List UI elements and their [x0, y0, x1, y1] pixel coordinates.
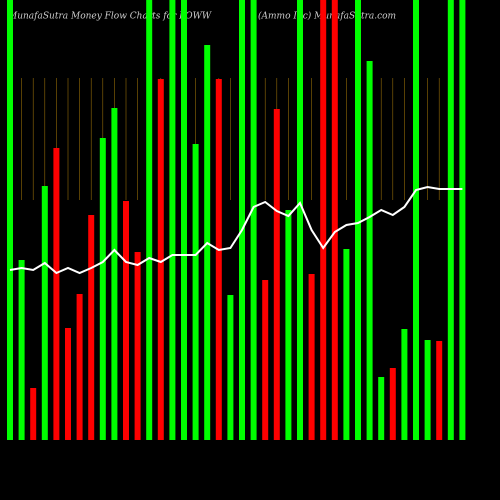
- bar: [65, 328, 71, 440]
- bar: [436, 341, 443, 440]
- bar: [459, 0, 466, 440]
- bar: [134, 252, 141, 440]
- bar: [285, 210, 292, 440]
- bar: [250, 0, 257, 440]
- bar: [239, 0, 245, 440]
- bar: [41, 186, 48, 440]
- bar: [413, 0, 419, 440]
- bar: [53, 148, 60, 440]
- chart-title: MunafaSutra Money Flow Charts for POWW: [7, 12, 212, 22]
- bar: [424, 340, 431, 440]
- chart-subtitle: (Ammo Inc) MunafaSutra.com: [258, 11, 396, 22]
- bar: [320, 0, 327, 440]
- bar: [378, 377, 385, 440]
- bar: [227, 295, 234, 440]
- bar: [76, 294, 83, 440]
- bar: [192, 144, 199, 440]
- bar: [273, 109, 280, 440]
- bar: [181, 0, 187, 440]
- bar: [123, 201, 129, 440]
- bar: [146, 0, 153, 440]
- bar: [111, 108, 118, 440]
- bar: [215, 79, 222, 440]
- bar: [389, 368, 396, 440]
- bar: [355, 0, 361, 440]
- bar: [88, 215, 95, 440]
- bar: [18, 260, 25, 440]
- bar: [262, 280, 269, 440]
- bar: [401, 329, 408, 440]
- bar: [99, 138, 106, 440]
- bar: [366, 61, 373, 440]
- bar: [447, 0, 454, 440]
- bar: [343, 249, 350, 440]
- bar: [297, 0, 303, 440]
- bar: [308, 274, 315, 440]
- bar: [157, 79, 164, 440]
- bar: [30, 388, 37, 440]
- bar: [331, 0, 338, 440]
- money-flow-line: [9, 185, 463, 275]
- bar: [169, 0, 176, 440]
- bar: [7, 0, 13, 440]
